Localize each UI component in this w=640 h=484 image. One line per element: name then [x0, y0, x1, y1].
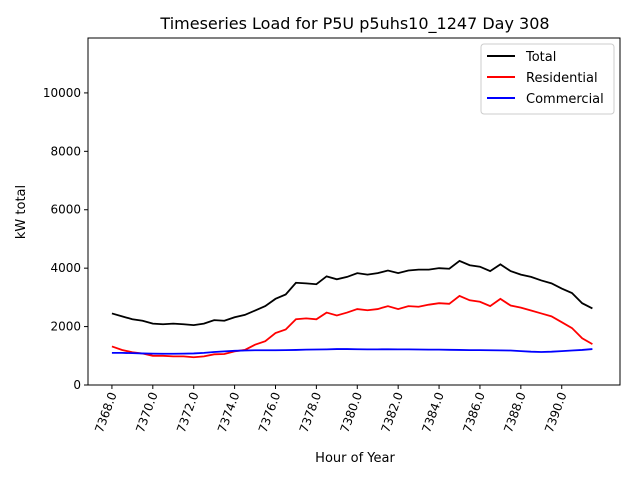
x-tick-label: 7368.0 — [92, 390, 120, 434]
series-line-total — [111, 259, 593, 327]
x-tick-label: 7374.0 — [215, 390, 243, 434]
x-tick-label: 7384.0 — [419, 390, 447, 434]
legend-label-commercial: Commercial — [526, 92, 604, 107]
y-tick-label: 10000 — [43, 86, 81, 100]
y-tick-label: 8000 — [50, 144, 81, 158]
y-tick-label: 6000 — [50, 203, 81, 217]
y-tick-label: 0 — [73, 378, 81, 392]
y-axis-label: kW total — [14, 185, 29, 239]
x-tick-label: 7382.0 — [378, 390, 406, 434]
x-tick-label: 7386.0 — [460, 390, 488, 434]
chart-title: Timeseries Load for P5U p5uhs10_1247 Day… — [159, 14, 549, 34]
legend-label-total: Total — [525, 50, 556, 65]
legend-label-residential: Residential — [526, 71, 598, 86]
x-tick-label: 7390.0 — [542, 390, 570, 434]
y-tick-label: 4000 — [50, 261, 81, 275]
legend-box — [480, 43, 615, 115]
x-tick-label: 7376.0 — [256, 390, 284, 434]
x-tick-label: 7388.0 — [501, 390, 529, 434]
x-axis-label: Hour of Year — [315, 451, 395, 466]
x-tick-label: 7380.0 — [338, 390, 366, 434]
series-line-residential — [111, 294, 593, 359]
series-line-commercial — [111, 348, 593, 355]
y-tick-label: 2000 — [50, 320, 81, 334]
x-tick-label: 7378.0 — [297, 390, 325, 434]
series-lines — [111, 259, 593, 359]
x-tick-label: 7370.0 — [133, 390, 161, 434]
x-tick-label: 7372.0 — [174, 390, 202, 434]
legend: Total Residential Commercial — [480, 43, 615, 115]
